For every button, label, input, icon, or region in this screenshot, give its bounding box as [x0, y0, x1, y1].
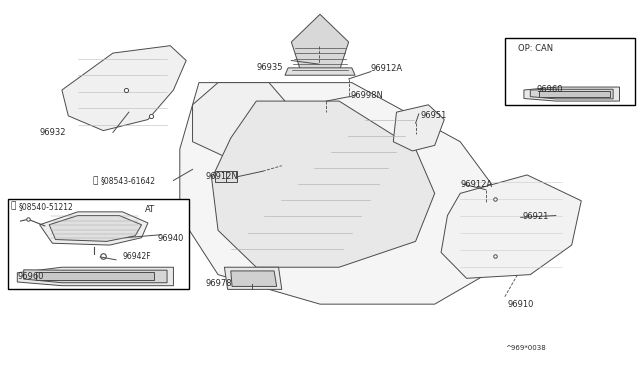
Text: 96960: 96960	[537, 85, 563, 94]
Text: 96932: 96932	[40, 128, 66, 137]
Polygon shape	[524, 87, 620, 101]
Polygon shape	[36, 272, 154, 280]
Bar	[8, 199, 189, 289]
Polygon shape	[539, 92, 610, 97]
Polygon shape	[285, 68, 355, 75]
Text: §08540-51212: §08540-51212	[19, 202, 74, 211]
Text: 96910: 96910	[508, 300, 534, 310]
Text: 96912N: 96912N	[205, 172, 238, 181]
Text: §08543-61642: §08543-61642	[100, 176, 155, 185]
Text: 96998N: 96998N	[351, 92, 383, 100]
Polygon shape	[180, 83, 499, 304]
Polygon shape	[49, 215, 141, 241]
Text: 96912A: 96912A	[460, 180, 492, 189]
Polygon shape	[531, 89, 613, 99]
Text: OP: CAN: OP: CAN	[518, 44, 553, 53]
Polygon shape	[291, 14, 349, 71]
Polygon shape	[231, 271, 276, 286]
Polygon shape	[17, 267, 173, 286]
Text: 96940: 96940	[157, 234, 184, 243]
Polygon shape	[212, 101, 435, 267]
Polygon shape	[24, 270, 167, 283]
Text: 96942F: 96942F	[122, 252, 151, 262]
Text: Ⓢ: Ⓢ	[92, 176, 98, 185]
Text: ^969*0038: ^969*0038	[505, 346, 545, 352]
Text: 96960: 96960	[17, 272, 44, 281]
Text: Ⓢ: Ⓢ	[11, 202, 16, 211]
Text: 96935: 96935	[256, 62, 283, 72]
Polygon shape	[40, 212, 148, 245]
Text: AT: AT	[145, 205, 155, 215]
Bar	[505, 38, 636, 105]
Polygon shape	[215, 171, 237, 182]
Text: 96978: 96978	[205, 279, 232, 288]
Polygon shape	[193, 83, 288, 157]
Polygon shape	[441, 175, 581, 278]
Polygon shape	[62, 46, 186, 131]
Polygon shape	[225, 267, 282, 289]
Text: 96921: 96921	[523, 212, 549, 221]
Polygon shape	[394, 105, 444, 151]
Text: 96912A: 96912A	[371, 64, 403, 73]
Text: 96951: 96951	[420, 111, 447, 121]
